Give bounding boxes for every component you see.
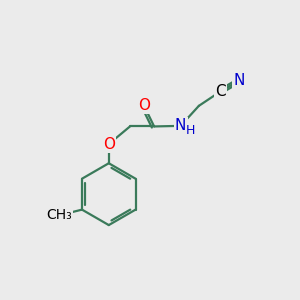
Text: O: O	[103, 136, 115, 152]
Text: C: C	[215, 84, 225, 99]
Text: N: N	[175, 118, 186, 134]
Text: O: O	[138, 98, 150, 113]
Text: CH₃: CH₃	[46, 208, 72, 222]
Text: H: H	[186, 124, 195, 137]
Text: N: N	[233, 73, 245, 88]
